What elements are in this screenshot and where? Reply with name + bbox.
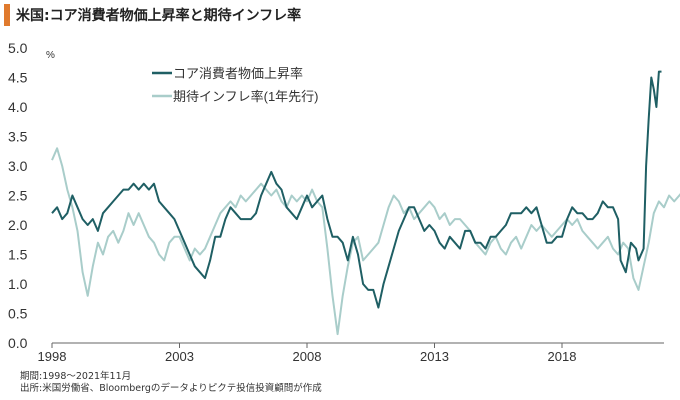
series-line — [51, 70, 662, 309]
source-note: 出所:米国労働省、Bloombergのデータよりピクテ投信投資顧問が作成 — [20, 383, 322, 394]
y-tick-label: 2.5 — [8, 188, 28, 204]
y-tick-label: 4.5 — [8, 70, 28, 86]
x-tick-label: 2018 — [548, 349, 577, 364]
x-tick-label: 2003 — [165, 349, 194, 364]
legend-label: 期待インフレ率(1年先行) — [173, 89, 319, 104]
x-tick-label: 1998 — [38, 349, 67, 364]
chart-title-bar: 米国:コア消費者物価上昇率と期待インフレ率 — [4, 4, 301, 26]
y-tick-label: 1.0 — [8, 276, 28, 292]
chart-title: 米国:コア消費者物価上昇率と期待インフレ率 — [16, 8, 302, 24]
y-axis-unit: % — [46, 50, 55, 61]
x-tick-label: 2008 — [293, 349, 322, 364]
y-tick-label: 5.0 — [8, 40, 28, 56]
y-tick-label: 1.5 — [8, 247, 28, 263]
title-accent-bar — [4, 4, 10, 26]
x-tick-label: 2013 — [420, 349, 449, 364]
y-tick-label: 0.5 — [8, 306, 28, 322]
y-tick-label: 4.0 — [8, 99, 28, 115]
chart-notes: 期間:1998～2021年11月 出所:米国労働省、Bloombergのデータよ… — [20, 371, 322, 395]
y-tick-label: 0.0 — [8, 335, 28, 351]
chart-plot: 0.0 0.5 1.0 1.5 2.0 2.5 3.0 3.5 4.0 4.5 5.0 % 1998 20… — [8, 40, 680, 364]
period-note: 期間:1998～2021年11月 — [20, 371, 132, 382]
legend-label: コア消費者物価上昇率 — [173, 66, 303, 81]
y-tick-label: 3.5 — [8, 129, 28, 145]
series-line — [51, 147, 680, 336]
y-tick-label: 3.0 — [8, 158, 28, 174]
y-tick-label: 2.0 — [8, 217, 28, 233]
